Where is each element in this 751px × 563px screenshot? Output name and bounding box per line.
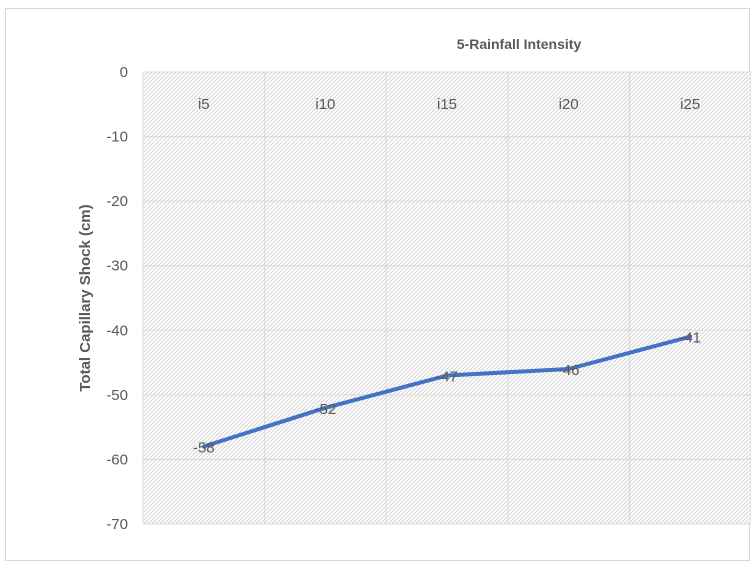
y-tick-label: -70 (106, 516, 128, 533)
data-label: -47 (436, 368, 458, 385)
y-tick-label: -10 (106, 129, 128, 146)
data-label: -46 (558, 362, 580, 379)
series-group (201, 334, 693, 449)
y-axis: 0 -10 -20 -30 -40 -50 -60 -70 (106, 64, 128, 533)
y-tick-label: -50 (106, 387, 128, 404)
y-tick-label: -60 (106, 451, 128, 468)
x-tick-label: i10 (315, 96, 335, 113)
y-tick-label: 0 (120, 64, 128, 81)
plot-area (143, 72, 751, 524)
x-tick-label: i5 (198, 96, 210, 113)
x-tick-label: i25 (680, 96, 700, 113)
chart-title: 5-Rainfall Intensity (457, 36, 582, 52)
y-tick-label: -20 (106, 193, 128, 210)
data-label: -52 (315, 401, 337, 418)
y-tick-label: -30 (106, 258, 128, 275)
data-label: -58 (193, 440, 215, 457)
x-tick-label: i20 (559, 96, 579, 113)
series-line (201, 334, 693, 449)
y-axis-title: Total Capillary Shock (cm) (77, 204, 94, 391)
x-axis: i5 i10 i15 i20 i25 (198, 96, 700, 113)
gridlines (142, 71, 751, 525)
x-tick-label: i15 (437, 96, 457, 113)
data-label: -41 (679, 330, 701, 347)
data-labels: -58 -52 -47 -46 -41 (193, 330, 701, 457)
y-tick-label: -40 (106, 322, 128, 339)
